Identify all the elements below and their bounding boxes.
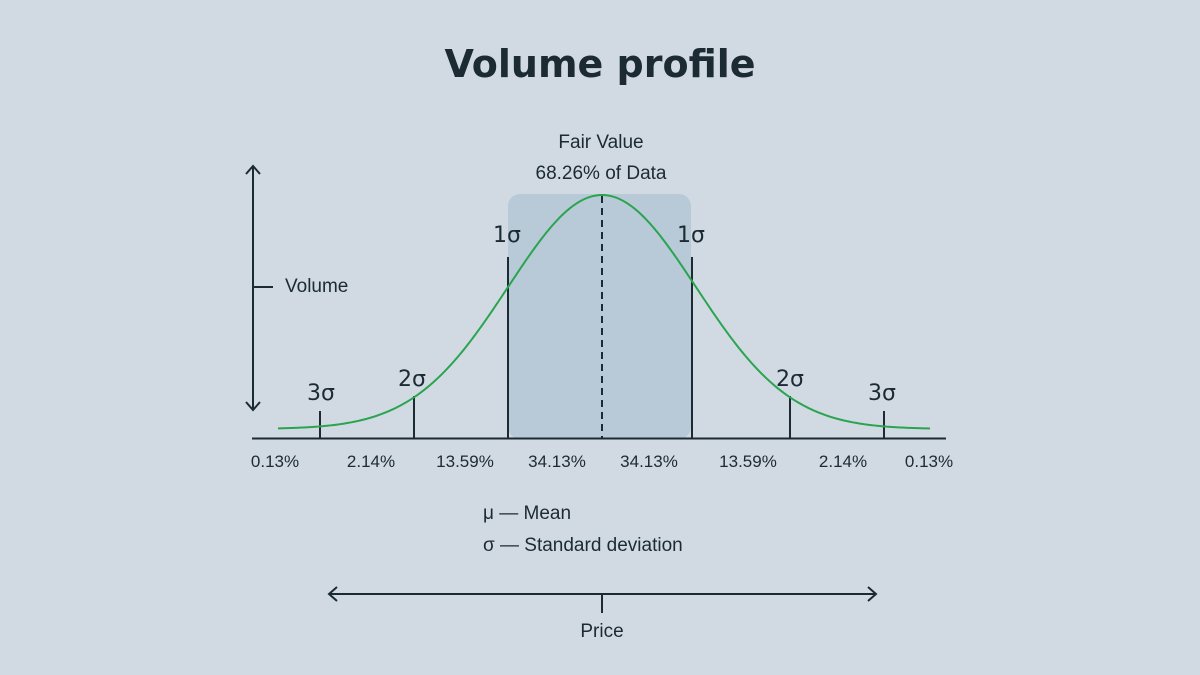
fair-value-label: Fair Value — [558, 132, 643, 153]
price-label: Price — [580, 621, 623, 642]
sigma-label-3-right: 3σ — [868, 381, 896, 406]
segment-pct-3: 13.59% — [436, 452, 494, 471]
volume-axis-arrow — [245, 164, 273, 412]
segment-pct-5: 34.13% — [620, 452, 678, 471]
segment-pct-8: 0.13% — [905, 452, 953, 471]
bell-curve — [277, 193, 931, 430]
volume-label: Volume — [285, 276, 348, 297]
segment-pct-4: 34.13% — [528, 452, 586, 471]
fair-value-band — [508, 194, 691, 439]
sigma-label-1-right: 1σ — [677, 223, 705, 248]
sigma-label-2-left: 2σ — [398, 367, 426, 392]
segment-pct-7: 2.14% — [819, 452, 867, 471]
fair-value-sublabel: 68.26% of Data — [536, 163, 667, 184]
page-title: Volume profile — [444, 42, 755, 86]
legend-mean: μ — Mean — [483, 503, 571, 524]
segment-pct-6: 13.59% — [719, 452, 777, 471]
price-axis-arrow — [327, 586, 878, 613]
segment-pct-2: 2.14% — [347, 452, 395, 471]
sigma-label-2-right: 2σ — [776, 367, 804, 392]
sigma-label-3-left: 3σ — [307, 381, 335, 406]
sigma-label-1-left: 1σ — [493, 223, 521, 248]
legend-std: σ — Standard deviation — [483, 535, 683, 556]
segment-pct-1: 0.13% — [251, 452, 299, 471]
